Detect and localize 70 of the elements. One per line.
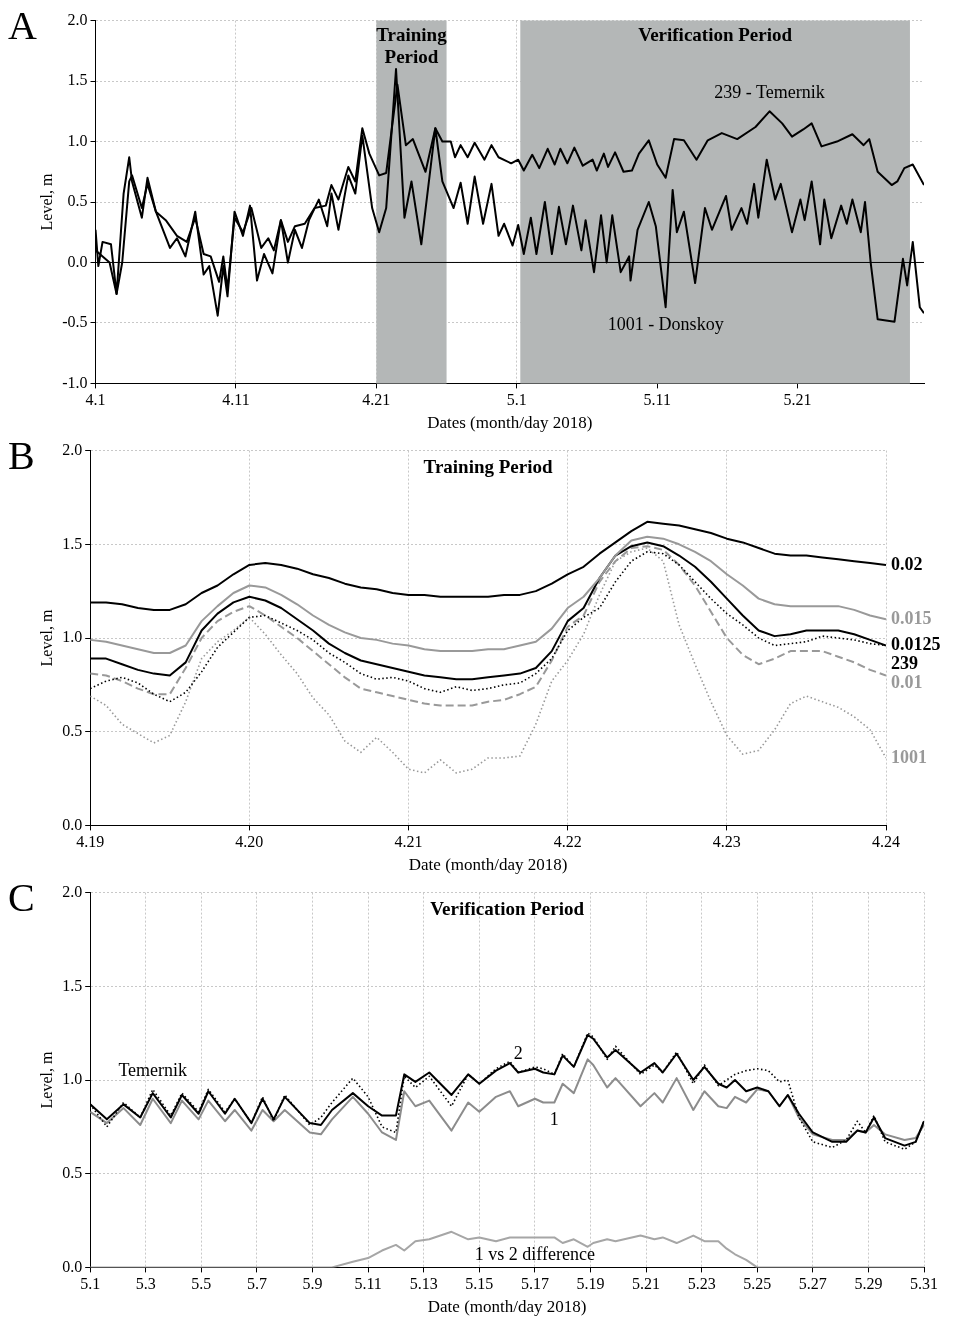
series-label: 0.02 [891, 553, 923, 574]
x-tick-label: 5.21 [632, 1275, 661, 1293]
y-tick-label: 0.5 [62, 1163, 83, 1181]
y-tick-label: -1.0 [62, 373, 88, 391]
y-tick-label: 0.5 [67, 192, 88, 210]
x-tick-label: 5.1 [506, 391, 527, 409]
x-tick-label: 5.31 [910, 1275, 938, 1293]
series-label: 239 [891, 653, 918, 674]
y-tick-label: 1.0 [62, 628, 83, 646]
y-tick-label: 2.0 [62, 440, 83, 458]
x-tick-label: 5.3 [135, 1275, 156, 1293]
band-label: Verification Period [638, 24, 793, 46]
x-tick-label: 5.13 [409, 1275, 438, 1293]
series-label: 0.015 [891, 607, 932, 628]
x-tick-label: 5.5 [191, 1275, 212, 1293]
text: C [8, 875, 35, 920]
x-tick-label: 5.11 [643, 391, 671, 409]
text: B [8, 433, 35, 478]
x-tick-label: 5.29 [854, 1275, 883, 1293]
y-axis-title: Level, m [37, 609, 55, 667]
y-tick-label: 0.5 [62, 721, 83, 739]
x-tick-label: 4.1 [85, 391, 106, 409]
annotation: 1 vs 2 difference [474, 1244, 595, 1265]
x-axis-title: Dates (month/day 2018) [427, 413, 593, 433]
y-tick-label: 1.5 [62, 976, 83, 994]
text: A [8, 3, 37, 48]
x-axis-title: Date (month/day 2018) [408, 855, 568, 875]
x-tick-label: 4.22 [553, 833, 582, 851]
annotation: 2 [513, 1043, 523, 1064]
chart-title: Verification Period [430, 898, 585, 920]
y-tick-label: 2.0 [67, 10, 88, 28]
x-tick-label: 5.15 [465, 1275, 494, 1293]
y-tick-label: 1.5 [62, 534, 83, 552]
x-tick-label: 4.21 [362, 391, 391, 409]
x-tick-label: 5.23 [687, 1275, 716, 1293]
x-tick-label: 4.23 [712, 833, 741, 851]
y-tick-label: 1.0 [67, 131, 88, 149]
y-tick-label: 0.0 [62, 1257, 83, 1275]
annotation: 239 - Temernik [714, 82, 825, 103]
band-label: Training Period [376, 24, 448, 68]
y-tick-label: 0.0 [67, 252, 88, 270]
series-label: 0.01 [891, 672, 923, 693]
annotation: 1001 - Donskoy [607, 313, 724, 334]
x-tick-label: 5.1 [80, 1275, 101, 1293]
x-tick-label: 5.27 [798, 1275, 827, 1293]
y-tick-label: -0.5 [62, 313, 88, 331]
series-label: 0.0125 [891, 634, 941, 655]
x-tick-label: 4.21 [394, 833, 423, 851]
x-tick-label: 4.19 [76, 833, 105, 851]
x-axis-title: Date (month/day 2018) [427, 1297, 587, 1317]
x-tick-label: 4.24 [872, 833, 900, 851]
annotation: 1 [549, 1109, 559, 1130]
y-tick-label: 2.0 [62, 882, 83, 900]
series-label: 1001 [891, 746, 927, 767]
chart-title: Training Period [423, 456, 553, 478]
x-tick-label: 5.11 [354, 1275, 382, 1293]
annotation: Temernik [118, 1060, 188, 1081]
x-tick-label: 4.11 [222, 391, 250, 409]
x-tick-label: 5.17 [520, 1275, 549, 1293]
x-tick-label: 5.7 [246, 1275, 267, 1293]
x-tick-label: 5.19 [576, 1275, 605, 1293]
y-tick-label: 1.0 [62, 1070, 83, 1088]
x-tick-label: 5.21 [783, 391, 812, 409]
y-axis-title: Level, m [37, 173, 55, 231]
x-tick-label: 5.25 [743, 1275, 772, 1293]
y-tick-label: 0.0 [62, 815, 83, 833]
y-axis-title: Level, m [37, 1051, 55, 1109]
y-tick-label: 1.5 [67, 71, 88, 89]
x-tick-label: 4.20 [235, 833, 264, 851]
x-tick-label: 5.9 [302, 1275, 323, 1293]
